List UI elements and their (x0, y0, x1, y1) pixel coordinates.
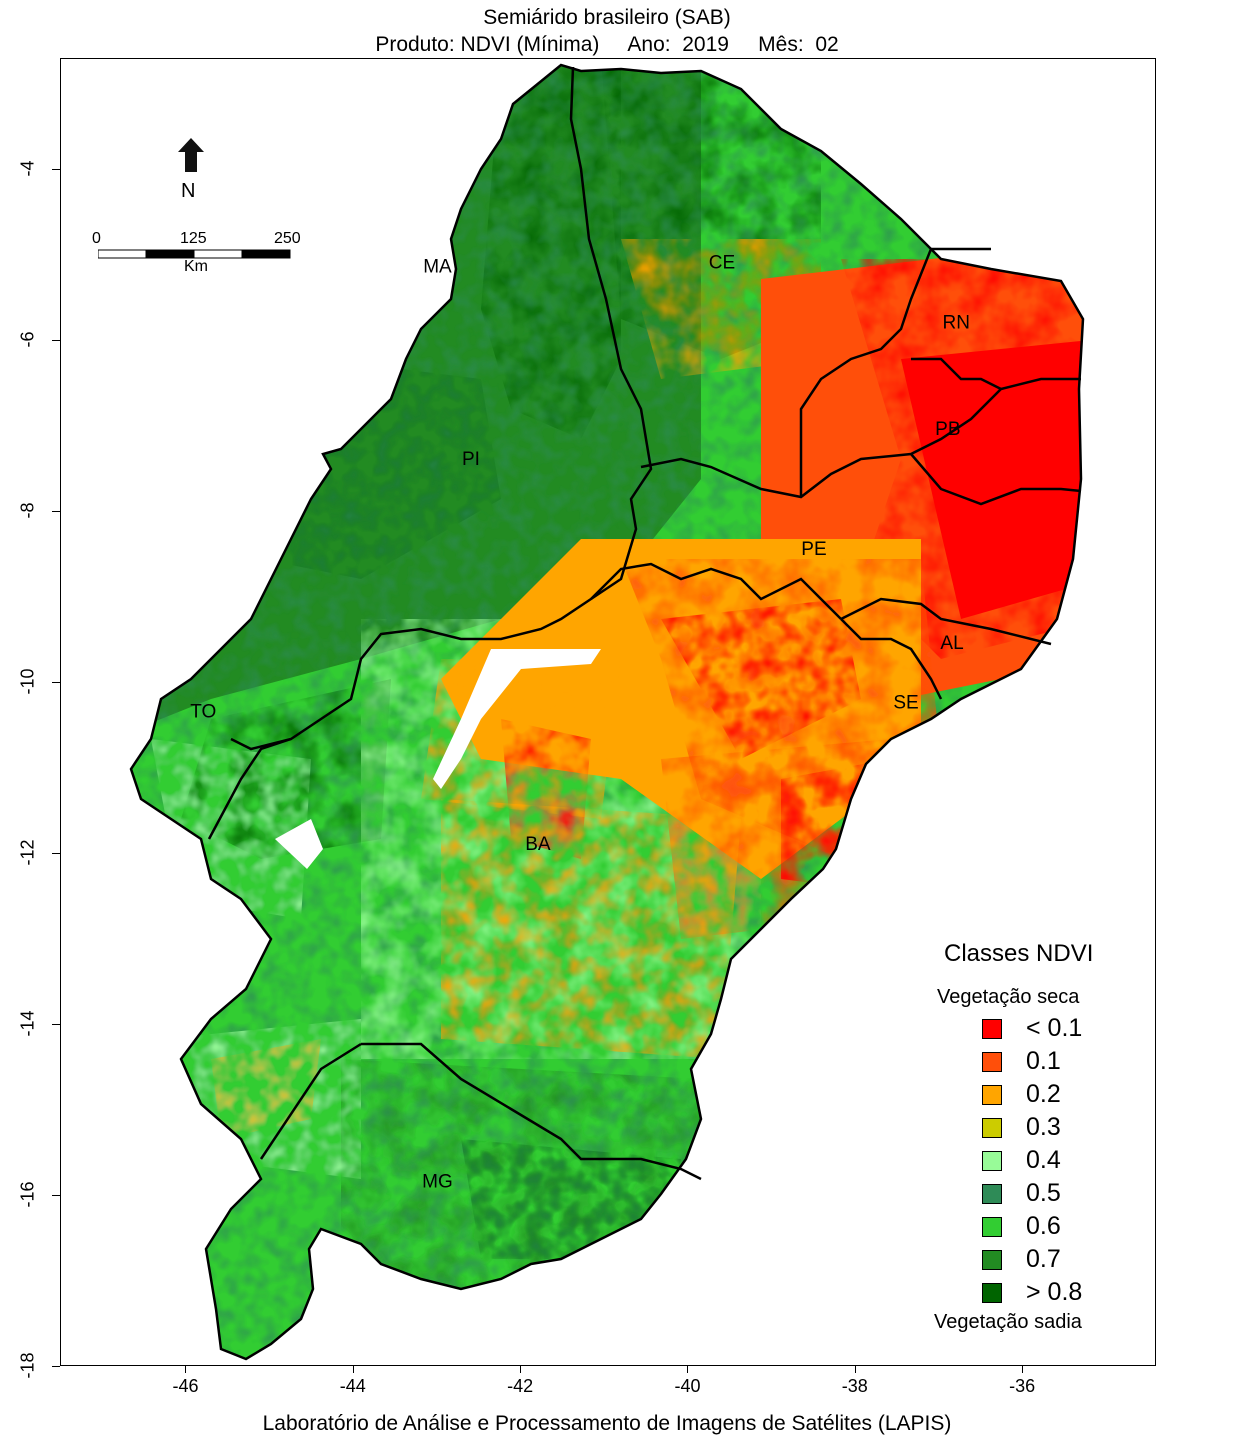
scale-unit: Km (184, 258, 208, 275)
scale-label-125: 125 (180, 230, 207, 247)
scale-bar: 0 125 250 Km (90, 228, 310, 278)
x-tick-mark (687, 1365, 689, 1373)
y-tick-mark (52, 169, 60, 171)
state-label-ce: CE (709, 252, 735, 273)
legend-label: 0.2 (1026, 1080, 1061, 1108)
footer-credit: Laboratório de Análise e Processamento d… (262, 1412, 952, 1435)
x-tick-mark (352, 1365, 354, 1373)
x-tick-label: -46 (172, 1376, 199, 1396)
y-tick-label: -16 (17, 1181, 38, 1208)
y-tick-mark (52, 853, 60, 855)
y-tick-mark (52, 1366, 60, 1367)
legend-label: 0.4 (1026, 1146, 1061, 1174)
y-tick-label: -10 (17, 668, 38, 695)
legend-label: > 0.8 (1026, 1278, 1083, 1306)
x-tick-mark (854, 1365, 856, 1373)
north-arrow-icon (178, 138, 204, 172)
legend-swatch (982, 1052, 1002, 1072)
x-tick-label: -40 (674, 1376, 701, 1396)
ndvi-map: MA CE RN PB PI PE AL SE TO BA MG (129, 63, 1085, 1361)
x-tick-mark (520, 1365, 522, 1373)
legend-swatch (982, 1085, 1002, 1105)
state-label-pi: PI (462, 449, 480, 470)
y-tick-mark (52, 511, 60, 513)
legend-label: 0.7 (1026, 1245, 1061, 1273)
state-borders (129, 63, 1085, 1361)
x-tick-label: -44 (339, 1376, 366, 1396)
state-label-se: SE (893, 693, 918, 714)
y-tick-label: -6 (17, 331, 38, 348)
y-tick-label: -18 (17, 1352, 38, 1379)
y-tick-mark (52, 682, 60, 684)
legend-swatch (982, 1250, 1002, 1270)
legend-label: 0.5 (1026, 1179, 1061, 1207)
x-tick-label: -38 (841, 1376, 868, 1396)
map-title: Semiárido brasileiro (SAB) (483, 6, 731, 29)
legend-swatch (982, 1283, 1002, 1303)
x-tick-label: -42 (507, 1376, 534, 1396)
state-label-to: TO (190, 701, 216, 722)
map-subtitle: Produto: NDVI (Mínima) Ano: 2019 Mês: 02 (375, 33, 839, 56)
y-tick-mark (52, 1195, 60, 1197)
legend-swatch (982, 1184, 1002, 1204)
state-label-pe: PE (801, 539, 826, 560)
state-label-rn: RN (942, 312, 969, 333)
state-labels: MA CE RN PB PI PE AL SE TO BA MG (190, 252, 970, 1192)
scale-label-0: 0 (92, 230, 101, 247)
y-tick-label: -4 (17, 160, 38, 177)
north-label: N (181, 180, 196, 202)
x-tick-label: -36 (1009, 1376, 1036, 1396)
scale-bar-graphic (98, 249, 291, 259)
state-label-mg: MG (422, 1171, 453, 1192)
y-tick-label: -8 (17, 502, 38, 519)
state-label-pb: PB (935, 419, 960, 440)
x-tick-mark (185, 1365, 187, 1373)
legend-label: 0.3 (1026, 1113, 1061, 1141)
y-tick-mark (52, 340, 60, 342)
legend-label: 0.1 (1026, 1047, 1061, 1075)
state-label-ma: MA (423, 257, 452, 278)
state-label-ba: BA (525, 834, 551, 855)
legend-swatch (982, 1217, 1002, 1237)
legend-swatch (982, 1118, 1002, 1138)
state-label-al: AL (940, 633, 963, 654)
map-plot-area: MA CE RN PB PI PE AL SE TO BA MG (60, 58, 1156, 1366)
legend-swatch (982, 1151, 1002, 1171)
y-tick-label: -12 (17, 839, 38, 866)
x-tick-mark (1022, 1365, 1024, 1373)
y-tick-mark (52, 1024, 60, 1026)
legend-top-note: Vegetação seca (937, 986, 1080, 1008)
legend-bottom-note: Vegetação sadia (934, 1311, 1082, 1333)
legend-title: Classes NDVI (944, 940, 1094, 967)
legend-label: 0.6 (1026, 1212, 1061, 1240)
legend-swatch (982, 1019, 1002, 1039)
scale-label-250: 250 (274, 230, 301, 247)
y-tick-label: -14 (17, 1010, 38, 1037)
legend-label: < 0.1 (1026, 1014, 1083, 1042)
